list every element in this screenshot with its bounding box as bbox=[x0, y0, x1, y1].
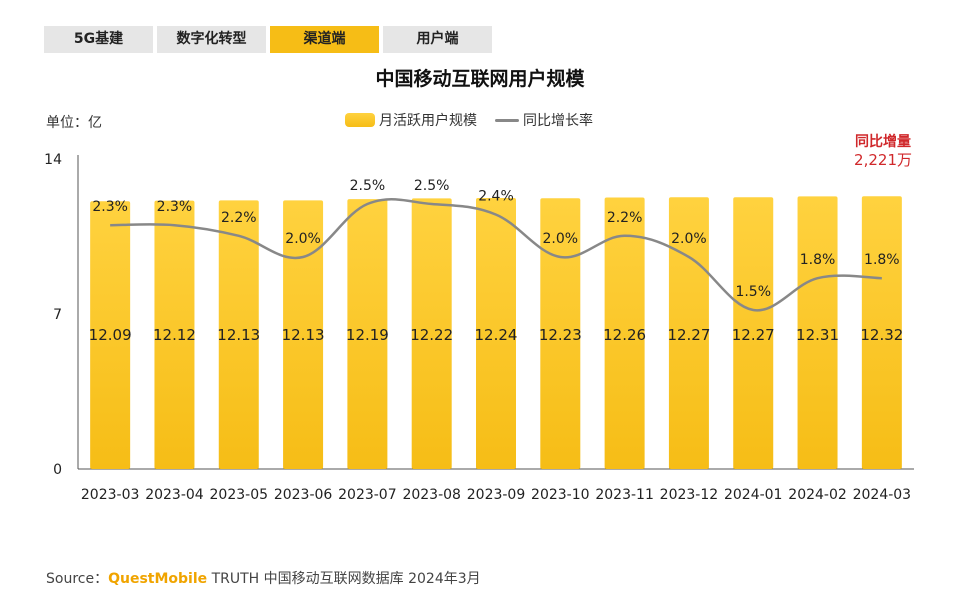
bar bbox=[283, 200, 324, 469]
x-tick-label: 2023-08 bbox=[402, 487, 461, 503]
tab-digital-transformation[interactable]: 数字化转型 bbox=[157, 26, 266, 53]
source-note: Source：QuestMobile TRUTH 中国移动互联网数据库 2024… bbox=[46, 568, 481, 588]
x-tick-label: 2023-09 bbox=[467, 487, 526, 503]
x-tick-label: 2023-10 bbox=[531, 487, 590, 503]
x-tick-label: 2023-11 bbox=[595, 487, 654, 503]
bar-value-label: 12.24 bbox=[475, 326, 518, 344]
y-tick-label: 14 bbox=[44, 152, 62, 168]
source-brand: QuestMobile bbox=[108, 571, 208, 587]
tab-5g[interactable]: 5G基建 bbox=[44, 26, 153, 53]
growth-rate-label: 1.5% bbox=[735, 284, 771, 300]
x-tick-label: 2024-02 bbox=[788, 487, 847, 503]
x-tick-label: 2023-12 bbox=[660, 487, 719, 503]
growth-rate-label: 2.0% bbox=[285, 231, 321, 247]
growth-rate-label: 2.5% bbox=[350, 178, 386, 194]
bar bbox=[733, 197, 774, 470]
bar bbox=[411, 198, 452, 469]
growth-rate-label: 2.5% bbox=[414, 178, 450, 194]
bar bbox=[797, 196, 838, 469]
bar bbox=[861, 196, 902, 469]
bar bbox=[90, 201, 131, 470]
y-tick-label: 7 bbox=[53, 307, 62, 323]
bar bbox=[347, 199, 388, 470]
legend-line-label: 同比增长率 bbox=[523, 113, 593, 129]
bar-value-label: 12.13 bbox=[217, 326, 260, 344]
bar bbox=[604, 197, 645, 469]
annotation-title: 同比增量 bbox=[855, 134, 912, 150]
x-tick-label: 2023-07 bbox=[338, 487, 397, 503]
bar-value-label: 12.23 bbox=[539, 326, 582, 344]
x-tick-label: 2024-03 bbox=[853, 487, 912, 503]
legend-bar-swatch bbox=[345, 113, 375, 127]
bar-value-label: 12.27 bbox=[732, 326, 775, 344]
bar bbox=[476, 197, 516, 469]
growth-rate-label: 1.8% bbox=[864, 252, 900, 268]
bar-value-label: 12.27 bbox=[667, 326, 710, 344]
growth-rate-label: 2.2% bbox=[221, 210, 257, 226]
bar-value-label: 12.22 bbox=[410, 326, 453, 344]
tab-bar: 5G基建 数字化转型 渠道端 用户端 bbox=[44, 26, 492, 53]
legend-bar-label: 月活跃用户规模 bbox=[379, 113, 477, 129]
x-tick-label: 2023-05 bbox=[210, 487, 269, 503]
chart-legend: 月活跃用户规模 同比增长率 bbox=[345, 110, 593, 130]
x-tick-label: 2023-06 bbox=[274, 487, 333, 503]
bar-value-label: 12.32 bbox=[860, 326, 903, 344]
tab-channel[interactable]: 渠道端 bbox=[270, 26, 379, 53]
growth-rate-label: 2.3% bbox=[92, 199, 128, 215]
x-tick-label: 2023-04 bbox=[145, 487, 204, 503]
growth-rate-line bbox=[110, 198, 882, 312]
source-prefix: Source： bbox=[46, 571, 109, 587]
bar-value-label: 12.26 bbox=[603, 326, 646, 344]
bar bbox=[154, 200, 195, 469]
tab-user[interactable]: 用户端 bbox=[383, 26, 492, 53]
growth-rate-label: 2.2% bbox=[607, 210, 643, 226]
unit-label: 单位：亿 bbox=[46, 115, 102, 131]
growth-rate-label: 2.0% bbox=[671, 231, 707, 247]
source-rest: TRUTH 中国移动互联网数据库 2024年3月 bbox=[207, 571, 481, 587]
bar bbox=[218, 200, 259, 469]
annotation-value: 2,221万 bbox=[854, 151, 912, 169]
x-tick-label: 2023-03 bbox=[81, 487, 140, 503]
bar-value-label: 12.13 bbox=[282, 326, 325, 344]
chart-title: 中国移动互联网用户规模 bbox=[375, 68, 585, 90]
bar bbox=[540, 198, 581, 469]
growth-rate-label: 1.8% bbox=[800, 252, 836, 268]
growth-rate-label: 2.4% bbox=[478, 189, 514, 205]
y-tick-label: 0 bbox=[53, 462, 62, 478]
x-tick-label: 2024-01 bbox=[724, 487, 783, 503]
growth-rate-label: 2.0% bbox=[543, 231, 579, 247]
bar-value-label: 12.12 bbox=[153, 326, 196, 344]
bar-value-label: 12.09 bbox=[89, 326, 132, 344]
legend-line-swatch bbox=[495, 118, 519, 122]
bar-value-label: 12.19 bbox=[346, 326, 389, 344]
bar-value-label: 12.31 bbox=[796, 326, 839, 344]
yoy-increase-annotation: 同比增量 2,221万 bbox=[854, 133, 912, 169]
growth-rate-label: 2.3% bbox=[157, 199, 193, 215]
